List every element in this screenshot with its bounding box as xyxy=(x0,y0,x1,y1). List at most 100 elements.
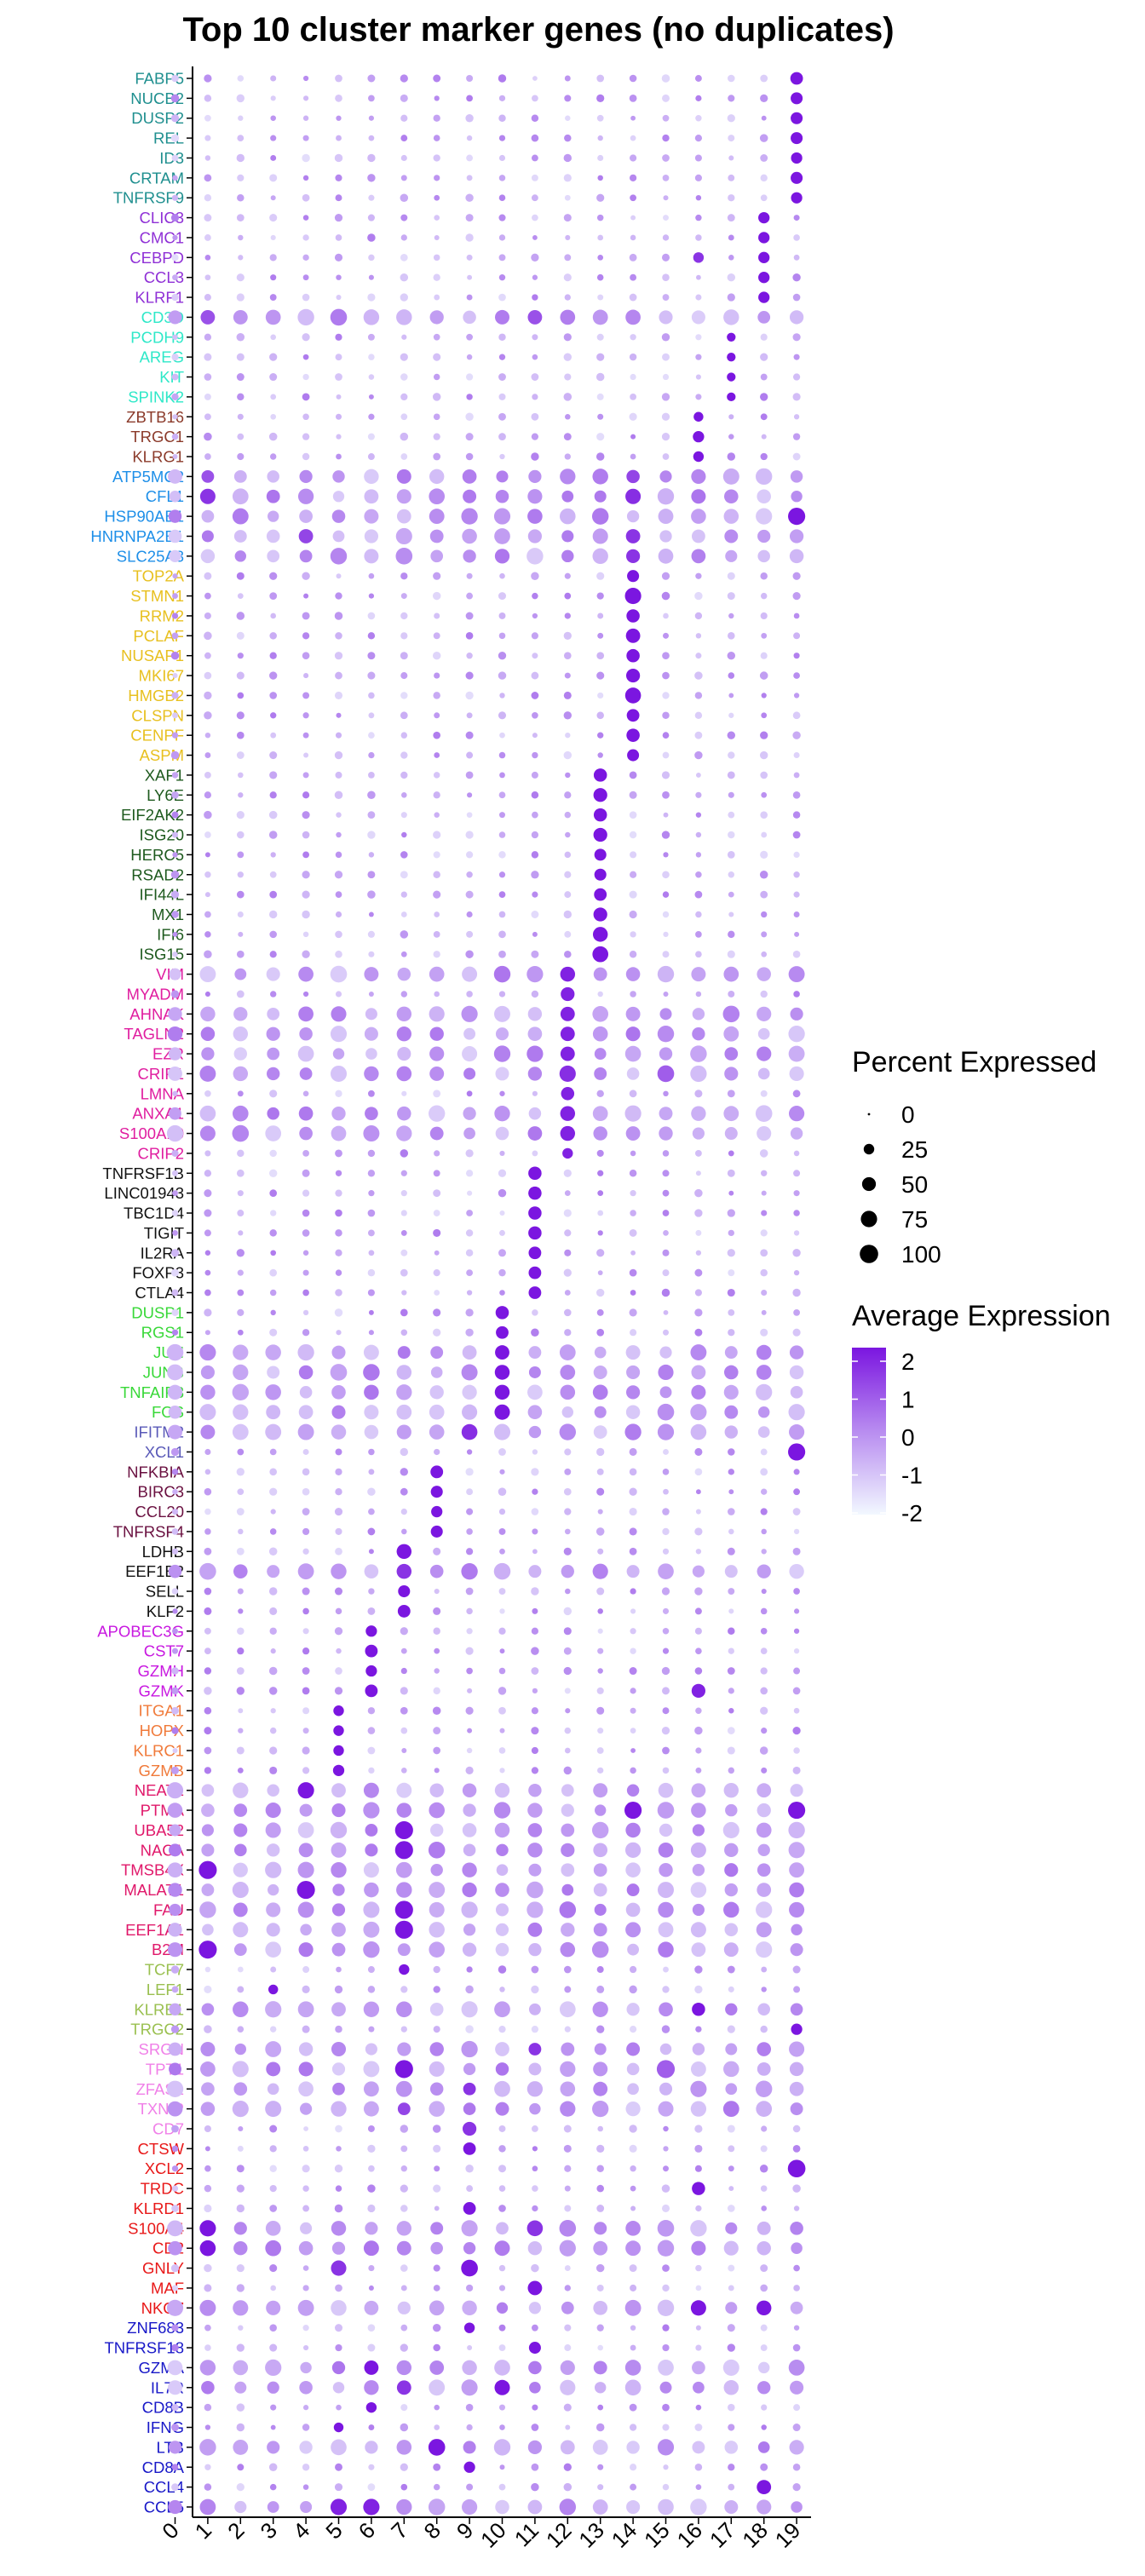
size-legend-label: 75 xyxy=(901,1206,928,1233)
expression-dot xyxy=(629,353,637,361)
expression-dot xyxy=(170,94,180,103)
expression-dot xyxy=(563,1666,572,1676)
expression-dot xyxy=(761,115,767,121)
expression-dot xyxy=(428,2439,446,2456)
expression-dot xyxy=(463,2322,475,2333)
cluster-label: 4 xyxy=(288,2517,314,2544)
expression-dot xyxy=(297,1782,314,1799)
expression-dot xyxy=(269,2184,277,2193)
expression-dot xyxy=(563,2463,572,2471)
expression-dot xyxy=(268,432,278,441)
expression-dot xyxy=(662,751,670,759)
expression-dot xyxy=(397,2042,411,2056)
expression-dot xyxy=(597,154,604,162)
expression-dot xyxy=(400,812,407,819)
expression-dot xyxy=(724,1365,739,1380)
expression-dot xyxy=(270,195,276,201)
expression-dot xyxy=(727,2324,735,2332)
expression-dot xyxy=(659,2082,673,2096)
expression-dot xyxy=(433,333,440,341)
expression-dot xyxy=(168,509,182,523)
expression-dot xyxy=(532,2146,538,2152)
expression-dot xyxy=(204,1587,212,1596)
cluster-label: 15 xyxy=(639,2517,675,2553)
expression-dot xyxy=(465,433,474,441)
expression-dot xyxy=(531,1627,539,1635)
gene-label: HERC5 xyxy=(130,846,184,864)
cluster-label: 5 xyxy=(320,2517,347,2544)
expression-dot xyxy=(298,1405,314,1420)
expression-dot xyxy=(596,433,605,441)
expression-dot xyxy=(691,1106,706,1121)
expression-dot xyxy=(331,1803,346,1818)
expression-dot xyxy=(204,1746,212,1755)
expression-dot xyxy=(760,990,768,998)
expression-dot xyxy=(661,572,670,580)
expression-dot xyxy=(336,135,342,141)
expression-dot xyxy=(234,2381,247,2394)
expression-dot xyxy=(793,891,800,898)
expression-dot xyxy=(334,612,343,620)
expression-dot xyxy=(560,2440,575,2455)
expression-dot xyxy=(365,2043,377,2056)
expression-dot xyxy=(461,2040,478,2058)
expression-dot xyxy=(237,851,245,859)
expression-dot xyxy=(659,1863,673,1877)
expression-dot xyxy=(400,891,407,898)
expression-dot xyxy=(728,1986,734,1992)
expression-dot xyxy=(236,1468,245,1476)
expression-dot xyxy=(465,193,474,202)
expression-dot xyxy=(627,2083,639,2096)
gene-label: MAF xyxy=(151,2279,184,2297)
expression-dot xyxy=(171,632,179,640)
expression-dot xyxy=(528,2342,541,2355)
expression-dot xyxy=(204,393,211,400)
expression-dot xyxy=(266,2300,281,2315)
expression-dot xyxy=(400,672,408,680)
expression-dot xyxy=(204,691,212,700)
expression-dot xyxy=(760,771,768,779)
expression-dot xyxy=(498,1188,507,1198)
expression-dot xyxy=(596,2025,605,2033)
expression-dot xyxy=(335,234,342,241)
expression-dot xyxy=(597,135,603,141)
gene-label: STMN1 xyxy=(130,587,184,605)
expression-dot xyxy=(171,393,179,401)
expression-dot xyxy=(466,1966,473,1973)
expression-dot xyxy=(794,931,800,937)
expression-dot xyxy=(694,1447,703,1456)
expression-dot xyxy=(335,1170,342,1176)
expression-dot xyxy=(532,2205,538,2212)
expression-dot xyxy=(561,549,574,563)
expression-dot xyxy=(466,572,473,579)
expression-dot xyxy=(656,2060,676,2079)
expression-dot xyxy=(466,1508,474,1515)
expression-dot xyxy=(268,1547,278,1556)
expression-dot xyxy=(396,1544,412,1560)
expression-dot xyxy=(270,334,277,341)
expression-dot xyxy=(166,1343,184,1361)
color-bar xyxy=(852,1348,886,1515)
expression-dot xyxy=(629,1228,637,1237)
expression-dot xyxy=(334,652,343,660)
expression-dot xyxy=(462,1823,477,1837)
expression-dot xyxy=(433,1228,441,1237)
expression-dot xyxy=(265,1803,281,1819)
expression-dot xyxy=(270,2404,277,2411)
expression-dot xyxy=(597,991,603,998)
expression-dot xyxy=(724,489,739,504)
expression-dot xyxy=(728,1767,735,1774)
expression-dot xyxy=(694,890,703,899)
expression-dot xyxy=(630,2185,636,2192)
expression-dot xyxy=(498,652,507,660)
expression-dot xyxy=(561,1923,575,1937)
expression-dot xyxy=(662,871,670,879)
expression-dot xyxy=(335,1667,342,1675)
expression-dot xyxy=(528,1107,542,1120)
expression-dot xyxy=(367,2184,376,2193)
expression-dot xyxy=(624,1423,642,1440)
expression-dot xyxy=(630,991,636,998)
expression-dot xyxy=(526,2081,544,2097)
expression-dot xyxy=(236,1746,245,1755)
gene-label: CD8B xyxy=(142,2399,184,2417)
